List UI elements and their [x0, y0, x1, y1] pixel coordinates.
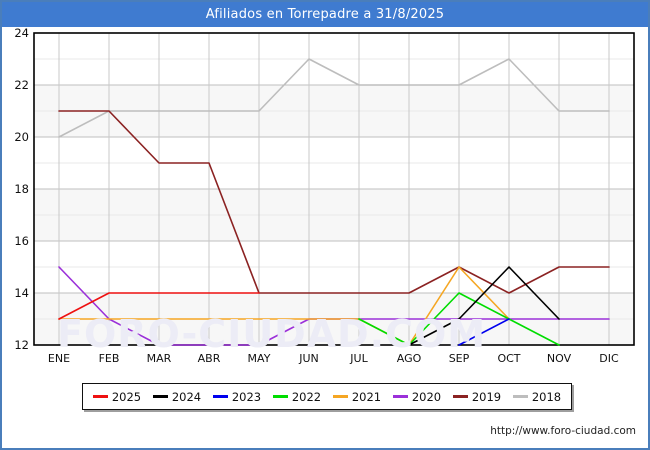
legend-label: 2018	[531, 389, 562, 404]
legend-swatch-icon	[92, 395, 108, 398]
legend-label: 2019	[471, 389, 502, 404]
series-line-2021	[58, 266, 510, 346]
legend-label: 2021	[351, 389, 382, 404]
x-axis-tick-label: FEB	[99, 352, 120, 365]
legend-swatch-icon	[512, 395, 528, 398]
y-axis-tick-label: 14	[14, 286, 29, 300]
x-axis-tick-label: ENE	[48, 352, 70, 365]
legend-label: 2025	[111, 389, 142, 404]
y-axis-tick-label: 24	[14, 27, 29, 40]
series-line-2018	[58, 58, 610, 138]
series-line-2019	[58, 110, 610, 294]
x-axis-tick-label: DIC	[599, 352, 619, 365]
series-line-2023	[458, 318, 510, 346]
x-axis-tick-label: NOV	[547, 352, 572, 365]
series-line-2024	[408, 266, 560, 346]
series-line-2025	[58, 292, 260, 320]
x-axis-tick-label: AGO	[397, 352, 422, 365]
legend-swatch-icon	[272, 395, 288, 398]
legend-item-2023[interactable]: 2023	[212, 389, 262, 404]
y-axis-tick-label: 16	[14, 234, 29, 248]
y-axis-tick-label: 22	[14, 78, 29, 92]
y-axis-tick-label: 12	[14, 338, 29, 352]
plot-frame	[33, 32, 635, 346]
x-axis-tick-label: JUL	[349, 352, 368, 365]
legend-swatch-icon	[332, 395, 348, 398]
footer-url: http://www.foro-ciudad.com	[490, 425, 636, 437]
legend-item-2022[interactable]: 2022	[272, 389, 322, 404]
legend-item-2019[interactable]: 2019	[452, 389, 502, 404]
legend-label: 2022	[291, 389, 322, 404]
legend-item-2025[interactable]: 2025	[92, 389, 142, 404]
legend-swatch-icon	[212, 395, 228, 398]
x-axis-tick-label: ABR	[198, 352, 221, 365]
series-line-2022	[358, 292, 560, 346]
legend-label: 2024	[171, 389, 202, 404]
x-axis-tick-label: MAR	[147, 352, 172, 365]
legend-swatch-icon	[452, 395, 468, 398]
chart-plot-container: 12 14 16 18 20 22 24 ENE FEB MAR ABR MAY JUN JUL AGO SE…	[2, 27, 648, 448]
legend-item-2021[interactable]: 2021	[332, 389, 382, 404]
legend-item-2024[interactable]: 2024	[152, 389, 202, 404]
legend-item-2018[interactable]: 2018	[512, 389, 562, 404]
chart-legend: 2025 2024 2023 2022 2021 2020 2019 2018	[82, 383, 572, 410]
x-axis-tick-label: JUN	[298, 352, 319, 365]
x-axis-tick-label: OCT	[497, 352, 520, 365]
legend-label: 2023	[231, 389, 262, 404]
y-axis-tick-label: 20	[14, 130, 29, 144]
legend-swatch-icon	[392, 395, 408, 398]
line-chart: 12 14 16 18 20 22 24 ENE FEB MAR ABR MAY JUN JUL AGO SE…	[14, 27, 635, 365]
legend-label: 2020	[411, 389, 442, 404]
x-axis-tick-label: MAY	[248, 352, 271, 365]
y-axis-tick-label: 18	[14, 182, 29, 196]
legend-item-2020[interactable]: 2020	[392, 389, 442, 404]
x-axis-tick-label: SEP	[449, 352, 470, 365]
window-title-bar: Afiliados en Torrepadre a 31/8/2025	[2, 2, 648, 27]
legend-swatch-icon	[152, 395, 168, 398]
page-title: Afiliados en Torrepadre a 31/8/2025	[205, 7, 445, 22]
